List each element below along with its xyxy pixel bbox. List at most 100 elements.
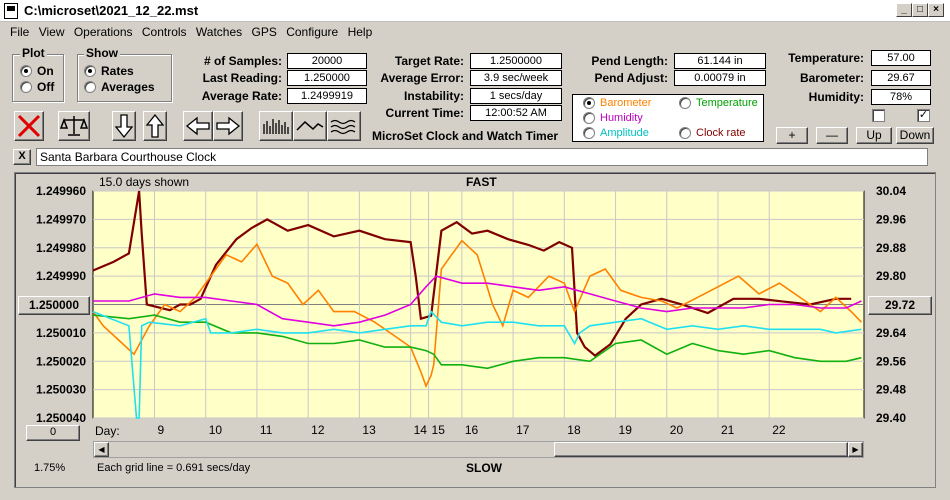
minus-button[interactable]: — bbox=[816, 127, 848, 144]
plus-button[interactable]: + bbox=[776, 127, 808, 144]
series-amplitude bbox=[92, 310, 862, 419]
down-button[interactable]: Down bbox=[896, 127, 934, 144]
right-tick-label: 29.96 bbox=[876, 212, 906, 226]
plot-group-title: Plot bbox=[20, 46, 47, 60]
fast-label: FAST bbox=[466, 175, 497, 189]
scroll-left-arrow-icon[interactable]: ◀ bbox=[94, 442, 109, 457]
current-time-label: Current Time: bbox=[385, 106, 464, 120]
average-error-label: Average Error: bbox=[380, 71, 464, 85]
line-plot-button[interactable] bbox=[293, 111, 327, 141]
wave-icon bbox=[330, 119, 356, 135]
left-tick-label: 1.250040 bbox=[36, 411, 86, 425]
checkbox-right[interactable]: ✓ bbox=[917, 109, 930, 122]
x-tick-label: 9 bbox=[157, 423, 164, 437]
arrow-left-button[interactable] bbox=[183, 111, 213, 141]
radio-on-indicator bbox=[20, 65, 32, 77]
menu-view[interactable]: View bbox=[38, 25, 65, 39]
legend-clock-rate-label: Clock rate bbox=[696, 127, 746, 139]
x-tick-label: 17 bbox=[516, 423, 530, 437]
arrow-down-button[interactable] bbox=[112, 111, 136, 141]
arrow-up-button[interactable] bbox=[143, 111, 167, 141]
series-humidity bbox=[93, 275, 862, 327]
menu-bar: File View Operations Controls Watches GP… bbox=[0, 22, 950, 42]
minimize-button[interactable]: _ bbox=[896, 3, 912, 17]
checkbox-left[interactable] bbox=[872, 109, 885, 122]
left-tick-label: 1.250010 bbox=[36, 326, 86, 340]
red-x-icon bbox=[17, 114, 41, 138]
x-axis: 9 10 11 12 13 14 15 16 17 18 19 20 21 22 bbox=[157, 423, 785, 437]
show-rates-radio[interactable]: Rates bbox=[84, 64, 134, 78]
menu-file[interactable]: File bbox=[10, 25, 30, 39]
legend-clock-rate[interactable]: Clock rate bbox=[679, 127, 746, 139]
left-tick-label: 1.249980 bbox=[36, 241, 86, 255]
target-rate-label: Target Rate: bbox=[394, 54, 464, 68]
show-group bbox=[77, 54, 172, 102]
x-tick-label: 16 bbox=[465, 423, 479, 437]
clear-button[interactable] bbox=[14, 111, 44, 141]
left-axis-center-button[interactable]: 1.250000 bbox=[18, 296, 90, 315]
clock-name-close-button[interactable]: X bbox=[13, 149, 31, 165]
right-axis-center-button[interactable]: 29.72 bbox=[868, 296, 932, 315]
x-tick-label: 11 bbox=[260, 423, 273, 437]
x-tick-label: 19 bbox=[619, 423, 633, 437]
legend-temperature[interactable]: Temperature bbox=[679, 97, 758, 109]
histogram-button[interactable] bbox=[259, 111, 293, 141]
right-tick-label: 29.56 bbox=[876, 354, 906, 368]
horizontal-scrollbar[interactable]: ◀ ▶ bbox=[93, 441, 864, 458]
arrow-right-button[interactable] bbox=[213, 111, 243, 141]
left-tick-label: 1.250030 bbox=[36, 383, 86, 397]
window-title: C:\microset\2021_12_22.mst bbox=[24, 3, 199, 18]
x-tick-label: 15 bbox=[432, 423, 446, 437]
maximize-button[interactable]: □ bbox=[912, 3, 928, 17]
pend-adjust-label: Pend Adjust: bbox=[594, 71, 668, 85]
arrow-left-icon bbox=[185, 116, 210, 136]
wave-plot-button[interactable] bbox=[327, 111, 361, 141]
pend-adjust-value: 0.00079 in bbox=[674, 70, 766, 86]
plot-on-label: On bbox=[37, 64, 54, 78]
left-tick-label: 1.250020 bbox=[36, 354, 86, 368]
humidity-value: 78% bbox=[871, 89, 931, 105]
legend-amplitude[interactable]: Amplitude bbox=[583, 127, 649, 139]
app-title: MicroSet Clock and Watch Timer bbox=[372, 129, 559, 143]
bottom-axis-button[interactable]: 0 bbox=[26, 425, 80, 441]
temperature-value: 57.00 bbox=[871, 50, 931, 66]
legend-temperature-radio bbox=[679, 97, 691, 109]
chart-frame bbox=[14, 172, 936, 488]
up-button[interactable]: Up bbox=[856, 127, 892, 144]
close-button[interactable]: × bbox=[928, 3, 944, 17]
show-rates-label: Rates bbox=[101, 64, 134, 78]
barometer-label: Barometer: bbox=[799, 71, 864, 85]
menu-configure[interactable]: Configure bbox=[286, 25, 339, 39]
plot-off-radio[interactable]: Off bbox=[20, 80, 54, 94]
menu-controls[interactable]: Controls bbox=[141, 25, 187, 39]
legend-selector: Barometer Temperature Humidity Amplitude… bbox=[572, 94, 764, 142]
scroll-right-arrow-icon[interactable]: ▶ bbox=[848, 442, 863, 457]
menu-operations[interactable]: Operations bbox=[73, 25, 133, 39]
last-reading-label: Last Reading: bbox=[202, 71, 282, 85]
menu-watches[interactable]: Watches bbox=[195, 25, 243, 39]
scroll-thumb[interactable] bbox=[554, 442, 848, 457]
show-group-title: Show bbox=[84, 46, 120, 60]
right-tick-label: 29.40 bbox=[876, 411, 906, 425]
scroll-track[interactable] bbox=[109, 442, 554, 457]
grid-note-label: Each grid line = 0.691 secs/day bbox=[97, 462, 251, 474]
menu-gps[interactable]: GPS bbox=[251, 25, 277, 39]
legend-barometer[interactable]: Barometer bbox=[583, 97, 651, 109]
legend-humidity[interactable]: Humidity bbox=[583, 112, 643, 124]
last-reading-value: 1.250000 bbox=[287, 70, 367, 86]
radio-off-indicator bbox=[20, 81, 32, 93]
app-icon[interactable] bbox=[4, 3, 18, 19]
average-rate-label: Average Rate: bbox=[201, 89, 282, 103]
balance-button[interactable] bbox=[58, 111, 90, 141]
slow-label: SLOW bbox=[466, 461, 502, 475]
days-shown-label: 15.0 days shown bbox=[99, 175, 190, 189]
instability-value: 1 secs/day bbox=[470, 88, 562, 104]
show-averages-radio[interactable]: Averages bbox=[84, 80, 155, 94]
x-tick-label: 20 bbox=[670, 423, 684, 437]
x-tick-label: 22 bbox=[772, 423, 786, 437]
menu-help[interactable]: Help bbox=[347, 25, 373, 39]
plot-on-radio[interactable]: On bbox=[20, 64, 54, 78]
barometer-value: 29.67 bbox=[871, 70, 931, 86]
clock-name-field[interactable]: Santa Barbara Courthouse Clock bbox=[36, 148, 928, 166]
